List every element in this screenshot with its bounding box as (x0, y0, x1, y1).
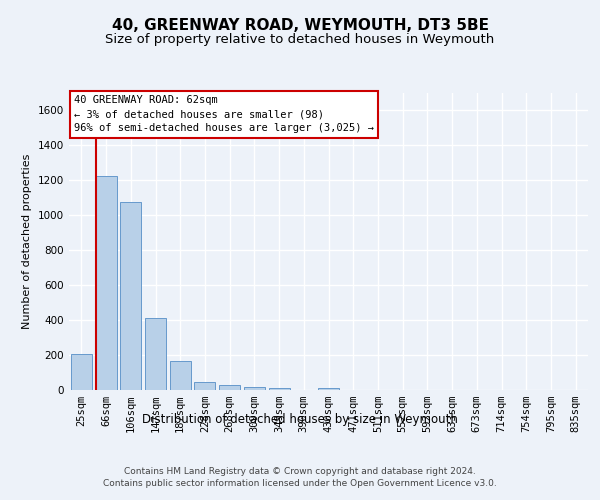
Bar (269, 388, 290, 390)
Y-axis label: Number of detached properties: Number of detached properties (22, 154, 32, 329)
Bar (170, 361, 191, 390)
Text: Size of property relative to detached houses in Weymouth: Size of property relative to detached ho… (106, 32, 494, 46)
Bar (145, 318, 166, 390)
Text: 40 GREENWAY ROAD: 62sqm
← 3% of detached houses are smaller (98)
96% of semi-det: 40 GREENWAY ROAD: 62sqm ← 3% of detached… (74, 96, 374, 134)
Bar (71, 354, 92, 390)
Text: Distribution of detached houses by size in Weymouth: Distribution of detached houses by size … (142, 412, 458, 426)
Bar (95, 176, 116, 390)
Bar (194, 382, 215, 390)
Text: Contains HM Land Registry data © Crown copyright and database right 2024.
Contai: Contains HM Land Registry data © Crown c… (103, 468, 497, 488)
Text: 40, GREENWAY ROAD, WEYMOUTH, DT3 5BE: 40, GREENWAY ROAD, WEYMOUTH, DT3 5BE (112, 18, 488, 32)
Bar (219, 385, 240, 390)
Bar (244, 387, 265, 390)
Bar (120, 202, 141, 390)
Bar (318, 388, 339, 390)
